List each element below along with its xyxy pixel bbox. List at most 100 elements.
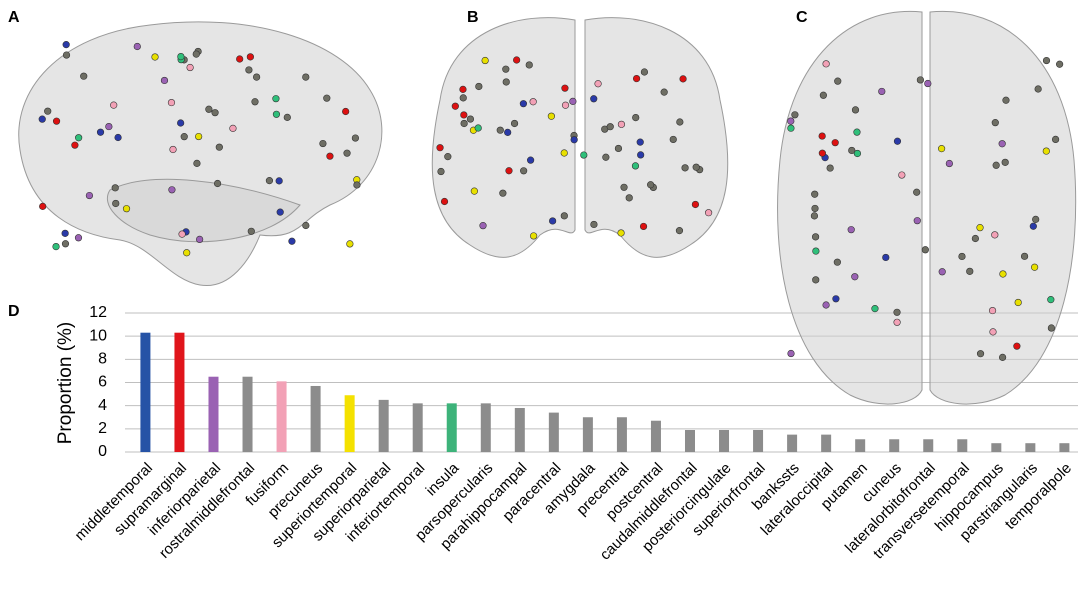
electrode xyxy=(999,353,1007,361)
electrode xyxy=(530,232,538,240)
electrode xyxy=(669,135,677,144)
electrode xyxy=(1056,60,1064,68)
electrode xyxy=(818,149,826,157)
electrode xyxy=(160,76,169,85)
electrode xyxy=(246,53,254,61)
electrode xyxy=(62,51,71,59)
electrode xyxy=(502,78,510,86)
electrode xyxy=(637,151,645,159)
electrode xyxy=(211,109,219,117)
electrode xyxy=(62,41,70,49)
brain-outline xyxy=(18,21,383,286)
electrode xyxy=(96,128,105,136)
electrode xyxy=(110,101,118,109)
electrode xyxy=(1001,158,1009,166)
electrode xyxy=(636,138,644,146)
y-tick-label: 4 xyxy=(98,397,107,414)
bars xyxy=(140,332,1070,452)
electrode xyxy=(620,183,628,191)
electrode xyxy=(1051,135,1060,144)
electrode xyxy=(502,65,510,73)
electrode xyxy=(617,120,626,128)
electrode xyxy=(1042,147,1050,155)
electrode xyxy=(133,42,141,51)
electrode xyxy=(893,308,901,316)
electrode xyxy=(560,149,568,157)
electrode xyxy=(343,149,351,157)
electrode xyxy=(851,106,860,114)
electrode xyxy=(614,144,623,153)
electrode xyxy=(342,107,350,116)
electrode xyxy=(878,87,886,96)
electrode xyxy=(1047,296,1055,304)
electrode xyxy=(676,118,684,126)
electrode xyxy=(251,98,259,106)
electrode xyxy=(195,132,203,141)
electrode xyxy=(272,110,281,118)
panel-label: A xyxy=(8,9,20,26)
y-tick-label: 10 xyxy=(89,327,107,344)
electrode xyxy=(632,113,640,122)
electrode xyxy=(122,205,131,213)
electrode xyxy=(85,191,94,200)
electrode xyxy=(1020,252,1029,260)
electrode xyxy=(988,306,997,315)
electrode xyxy=(71,141,79,149)
electrode xyxy=(853,128,861,136)
electrode xyxy=(945,159,953,168)
panel-label: C xyxy=(796,9,808,26)
bar xyxy=(446,403,457,452)
electrode xyxy=(215,143,223,151)
electrode xyxy=(265,177,274,185)
bar xyxy=(242,376,253,452)
bar xyxy=(378,399,389,452)
electrode xyxy=(561,101,570,109)
bar xyxy=(957,439,968,452)
electrode xyxy=(186,63,194,72)
electrode xyxy=(787,349,795,358)
electrode xyxy=(639,222,648,231)
y-tick-label: 2 xyxy=(98,420,107,437)
electrode xyxy=(602,153,610,161)
electrode xyxy=(812,276,820,284)
electrode xyxy=(787,124,795,132)
bar xyxy=(412,403,423,452)
panel-label: D xyxy=(8,303,20,320)
electrode xyxy=(168,186,176,194)
y-tick-label: 12 xyxy=(89,304,107,321)
electrode xyxy=(853,149,862,158)
electrode xyxy=(811,204,819,213)
electrode xyxy=(326,152,334,160)
electrode xyxy=(818,132,826,140)
electrode xyxy=(229,124,237,132)
electrode xyxy=(302,73,310,81)
electrodes xyxy=(38,41,1064,361)
electrode xyxy=(549,217,557,225)
brain-outline xyxy=(777,10,923,405)
electrode xyxy=(1031,263,1039,271)
electrode xyxy=(681,164,689,172)
electrode xyxy=(61,229,69,237)
electrode xyxy=(436,144,444,152)
electrode xyxy=(505,167,513,175)
bar xyxy=(650,420,661,452)
electrode xyxy=(276,208,284,216)
bar xyxy=(787,434,798,452)
electrode xyxy=(481,56,489,65)
electrode xyxy=(916,76,924,84)
electrode xyxy=(75,134,83,142)
electrode xyxy=(580,151,588,159)
electrode xyxy=(913,217,921,225)
electrode xyxy=(192,50,200,58)
bar xyxy=(889,439,900,452)
electrode xyxy=(466,115,475,123)
bar xyxy=(719,429,730,452)
electrode xyxy=(114,133,122,142)
electrode xyxy=(479,222,487,230)
electrode xyxy=(898,171,906,179)
electrode xyxy=(196,235,204,244)
electrode xyxy=(236,55,244,63)
electrode xyxy=(1029,222,1037,230)
electrode xyxy=(323,94,331,102)
electrode xyxy=(459,94,467,102)
